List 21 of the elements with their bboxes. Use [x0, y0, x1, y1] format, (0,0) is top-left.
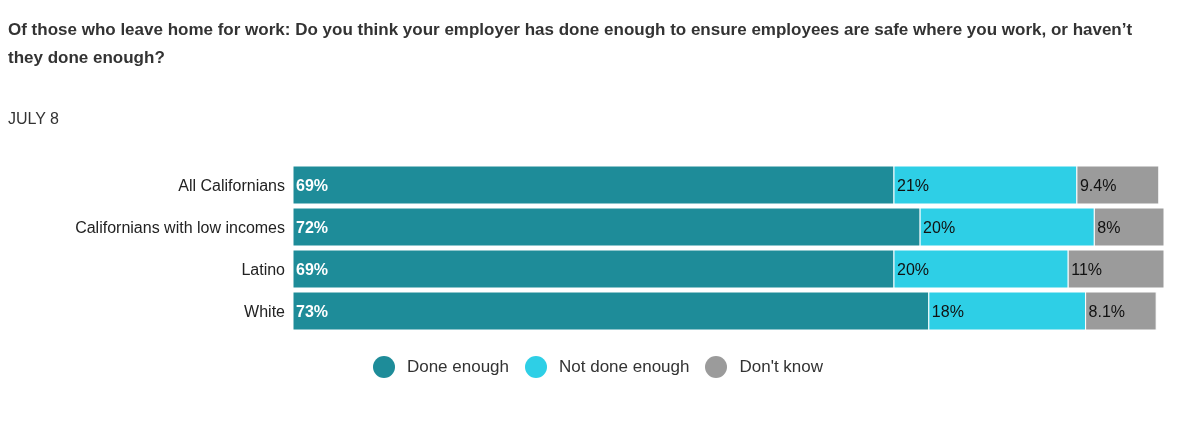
data-label: 8.1% [1088, 302, 1126, 320]
data-label: 9.4% [1079, 176, 1117, 194]
y-tick-label: All Californians [178, 176, 285, 194]
data-label: 69% [296, 176, 329, 194]
series-label: Done enough [406, 357, 510, 377]
y-tick-label: White [244, 302, 286, 320]
data-label: 72% [296, 218, 329, 236]
data-label: 20% [923, 218, 956, 236]
legend-label: Don't know [739, 357, 824, 377]
text: JULY 8 [8, 110, 60, 128]
data-label: 21% [896, 176, 930, 194]
y-tick-label: Latino [241, 260, 286, 278]
data-label: 20% [896, 260, 930, 278]
data-label: 73% [296, 302, 329, 320]
y-tick-label: Californians with low incomes [75, 218, 285, 236]
data-label: 8% [1097, 218, 1121, 236]
data-label: 18% [931, 302, 964, 320]
chart-title: Of those who leave home for work: Do you think your employer has done enough to ensure employees are safe where you work, or haven’t they done enough? [8, 19, 1134, 69]
data-label: 11% [1071, 260, 1103, 278]
legend-label: Not done enough [559, 357, 690, 377]
data-label: 69% [296, 260, 329, 278]
